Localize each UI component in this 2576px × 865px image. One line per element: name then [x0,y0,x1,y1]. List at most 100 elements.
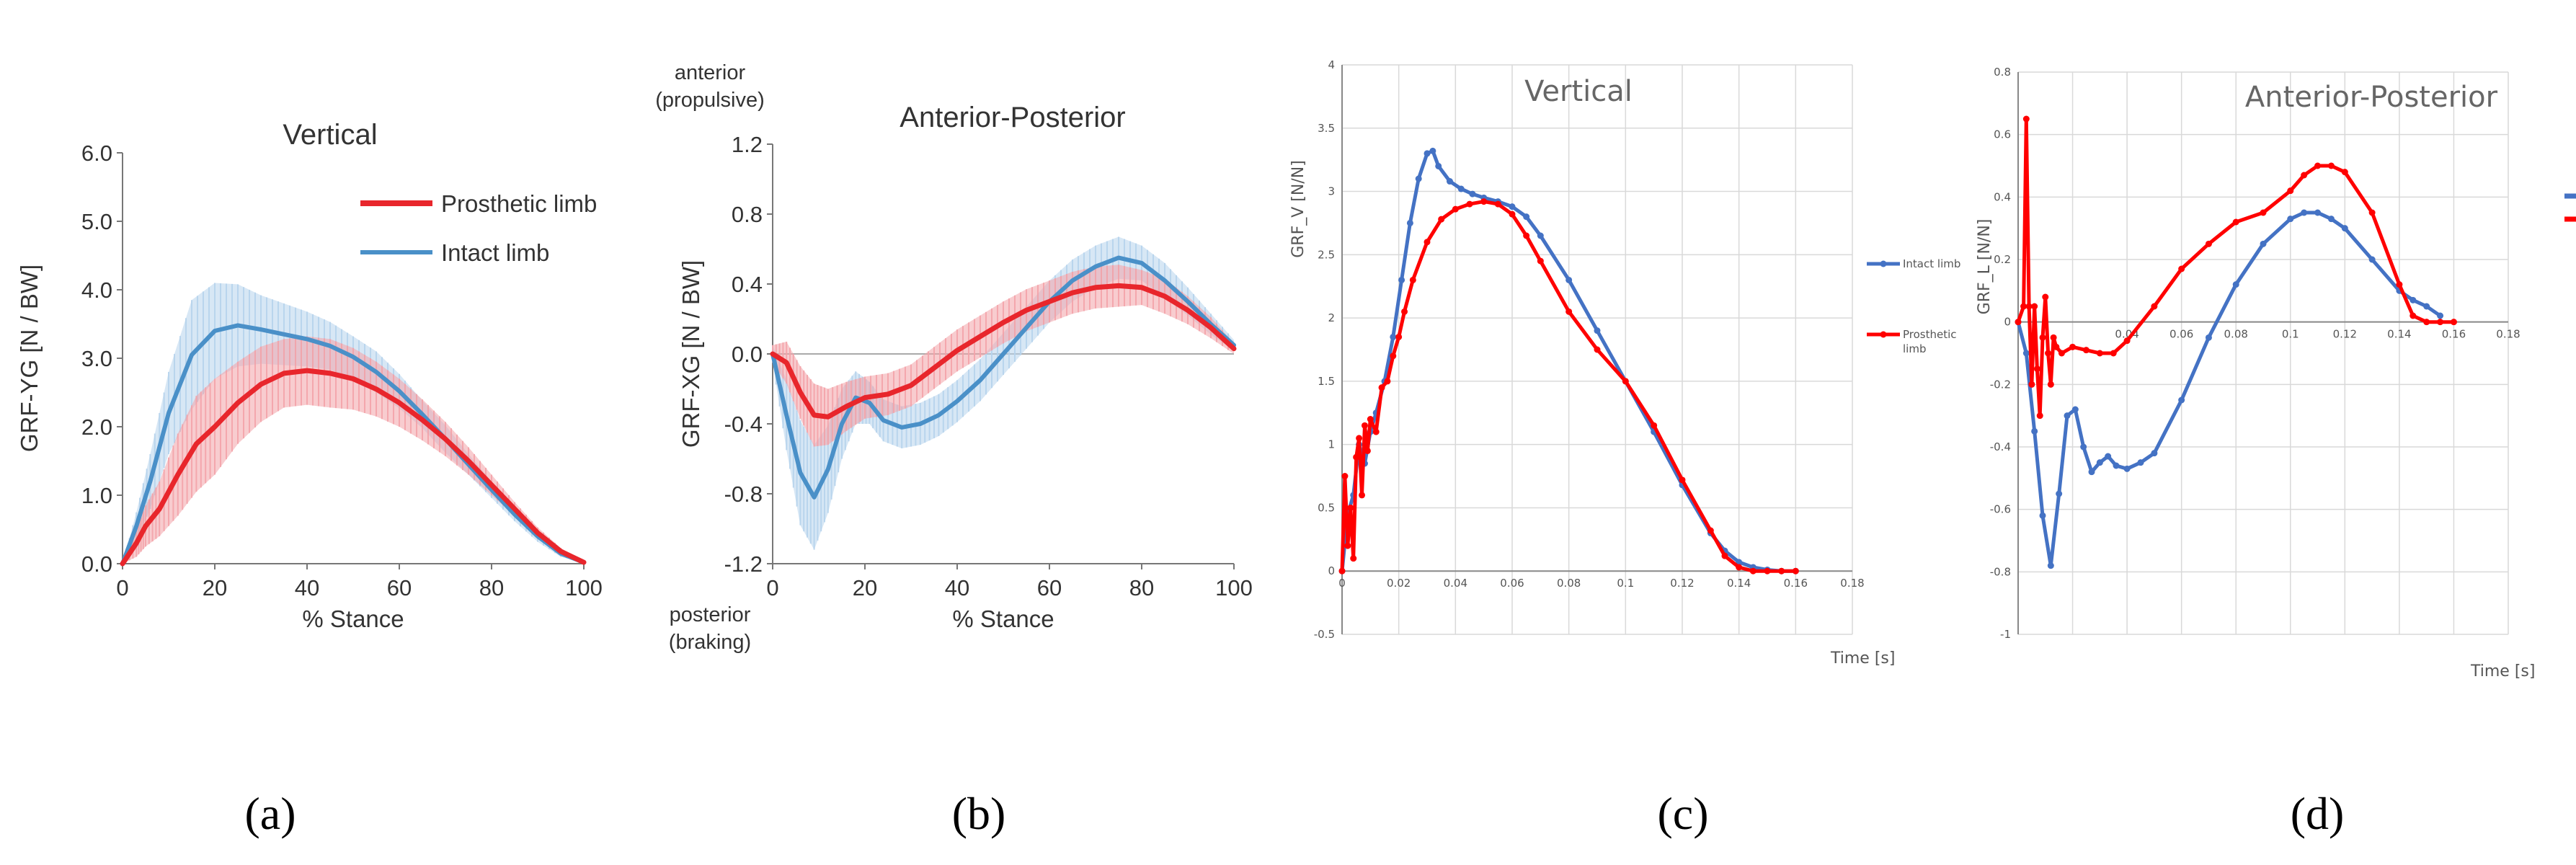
y-tick-label: -0.5 [1314,628,1335,641]
data-point-intact [2096,459,2103,466]
x-tick-label: 0.1 [1617,577,1634,590]
y-tick-label: 5.0 [81,209,112,234]
y-tick-label: -0.2 [1990,378,2011,391]
y-axis-label: GRF_V [N/N] [1289,160,1307,258]
y-tick-label: 0.0 [81,551,112,577]
data-point-intact [1509,203,1516,210]
chart-title: Vertical [283,119,377,151]
data-point-intact [2151,450,2158,457]
data-point-prosthetic [2058,350,2065,357]
data-point-prosthetic [1344,542,1351,549]
legend-marker-prosthetic [1880,331,1887,338]
data-point-intact [2423,303,2430,310]
data-point-prosthetic [2053,343,2060,350]
data-point-intact [1523,213,1530,221]
x-axis-label: Time [s] [1830,649,1895,667]
data-point-prosthetic [1565,308,1573,315]
data-point-prosthetic [1384,378,1391,385]
legend-label-prosthetic-line2: limb [1903,342,1926,355]
data-point-prosthetic [2368,209,2376,216]
panel-c-vertical-excel: -0.5 0 0.5 1 1.5 2 2.5 3 3.5 4 0 0.02 0.04 0.06 0.08 0.… [1289,58,1960,667]
y-tick-label: -1.2 [724,551,763,577]
data-point-intact [2341,225,2348,232]
data-point-prosthetic [2327,162,2335,169]
data-point-intact [2314,209,2322,216]
data-point-intact [2105,453,2112,460]
legend-marker-intact [1880,260,1887,267]
data-point-prosthetic [2025,303,2033,310]
data-point-intact [1435,162,1442,169]
legend-label-intact: Intact limb [441,239,549,266]
y-tick-label: 1.0 [81,483,112,508]
data-point-intact [2287,216,2294,223]
data-point-prosthetic [1347,504,1354,511]
y-tick-label: 1 [1328,438,1335,451]
data-point-intact [1415,175,1422,182]
x-tick-label: 0.12 [2333,328,2357,341]
legend-label-prosthetic-line1: Prosthetic [1903,328,1957,341]
y-tick-label: 0.8 [1994,66,2011,79]
x-tick-label: 80 [479,575,504,600]
x-tick-label: 20 [853,575,877,600]
data-point-prosthetic [1356,435,1363,442]
x-tick-label: 0.16 [1784,577,1808,590]
data-point-prosthetic [2396,281,2403,288]
data-point-prosthetic [1749,567,1756,575]
data-point-prosthetic [1359,492,1366,499]
data-point-prosthetic [2042,293,2049,301]
data-point-prosthetic [2069,343,2077,350]
data-point-prosthetic [1494,200,1501,208]
y-tick-label: 2.0 [81,414,112,440]
y-tick-label: 3 [1328,185,1335,198]
y-tick-label: 2 [1328,311,1335,324]
chart-title: Anterior-Posterior [2245,81,2498,114]
x-axis-label: % Stance [302,606,404,632]
x-tick-label: 0.16 [2442,328,2466,341]
series-line-intact [2016,210,2442,568]
x-tick-label: 40 [295,575,319,600]
data-point-intact [2410,296,2417,303]
data-point-intact [2232,281,2239,288]
y-tick-label: 4 [1328,58,1335,71]
data-point-prosthetic [1466,200,1473,208]
x-tick-label: 0.12 [1670,577,1694,590]
x-tick-label: 60 [1037,575,1062,600]
y-axis-label: GRF_L [N/N] [1976,219,1994,315]
series-line-prosthetic [2016,117,2454,418]
x-tick-label: 20 [203,575,227,600]
data-point-intact [2327,216,2335,223]
data-point-prosthetic [1438,216,1445,223]
legend-label-intact: Intact limb [1903,257,1960,270]
data-point-prosthetic [1523,232,1530,239]
data-point-prosthetic [2028,381,2035,388]
data-point-intact [1398,276,1405,283]
data-point-intact [1424,150,1431,157]
y-tick-label: 2.5 [1318,248,1335,261]
panel-b-anterior-posterior: -1.2 -0.8 -0.4 0.0 0.4 0.8 1.2 0 20 40 60 80 100 Ante… [655,61,1253,654]
annotation-anterior: anterior [675,61,746,84]
panel-d-anterior-posterior-excel: -1-0.8-0.6-0.4-0.200.20.40.60.80.04 0.06 0… [1976,66,2576,680]
data-point-intact [1429,147,1436,154]
data-point-prosthetic [2437,319,2444,326]
data-point-prosthetic [1409,276,1416,283]
y-tick-label: 3.0 [81,346,112,371]
panel-a-vertical: 0.0 1.0 2.0 3.0 4.0 5.0 6.0 0 20 40 60 80 100 Vertica… [16,119,603,632]
data-point-prosthetic [2022,115,2030,123]
data-point-intact [1406,219,1413,226]
y-tick-label: -0.8 [724,482,763,507]
data-point-prosthetic [1390,352,1397,360]
data-point-prosthetic [1378,384,1385,391]
x-axis-label: % Stance [952,606,1054,632]
data-point-prosthetic [2341,169,2348,176]
data-point-intact [2368,256,2376,263]
data-point-intact [2260,240,2267,247]
panel-label-b: (b) [952,788,1006,839]
y-tick-label: -0.4 [1990,440,2011,453]
data-point-prosthetic [1594,346,1601,353]
x-tick-label: 0.18 [1840,577,1864,590]
data-point-intact [2031,427,2038,435]
x-tick-label: 0.06 [2169,328,2193,341]
data-point-prosthetic [1341,473,1349,480]
chart-title: Vertical [1524,75,1633,108]
data-point-prosthetic [2287,187,2294,195]
